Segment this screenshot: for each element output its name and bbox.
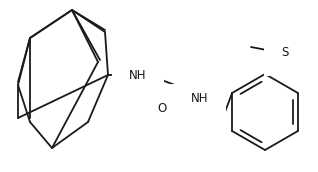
Text: O: O [157,101,167,115]
Text: NH: NH [191,92,209,105]
Text: S: S [281,46,289,58]
Text: NH: NH [129,68,147,82]
